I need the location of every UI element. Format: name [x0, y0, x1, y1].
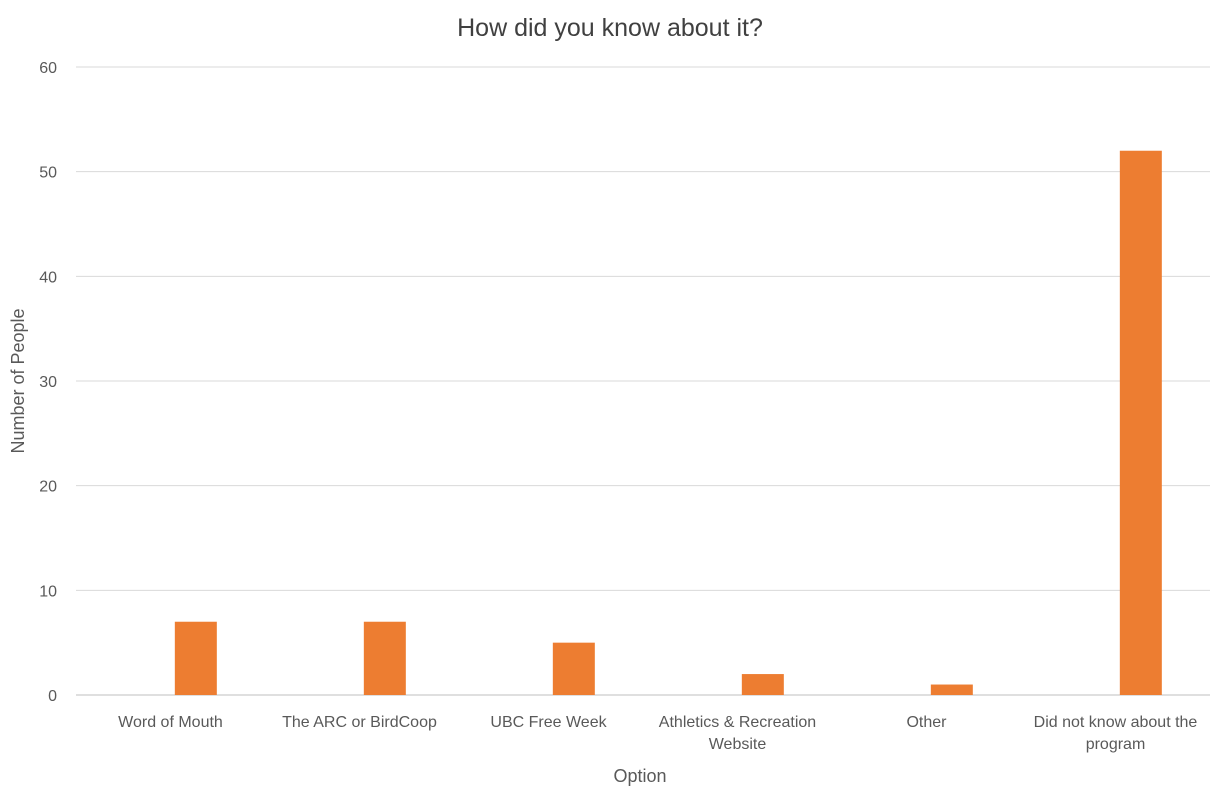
x-category-label: Other: [906, 714, 947, 731]
y-tick-label: 60: [39, 60, 57, 77]
bar: [174, 621, 217, 695]
y-tick-label: 20: [39, 479, 57, 496]
y-axis-ticks: 0 10 20 30 40 50 60: [39, 60, 57, 705]
gridlines: [76, 66, 1210, 696]
bar: [1119, 150, 1162, 695]
x-category-label: Did not know about the program: [1034, 714, 1198, 753]
x-category-label: Word of Mouth: [118, 714, 223, 731]
chart-title: How did you know about it?: [457, 14, 763, 42]
x-category-label: Athletics & Recreation Website: [659, 714, 816, 753]
y-axis-title: Number of People: [8, 308, 28, 453]
bar: [741, 674, 784, 695]
y-tick-label: 30: [39, 374, 57, 391]
y-tick-label: 10: [39, 583, 57, 600]
x-category-label: UBC Free Week: [490, 714, 607, 731]
y-tick-label: 50: [39, 165, 57, 182]
x-axis-categories: Word of Mouth The ARC or BirdCoop UBC Free…: [118, 714, 1197, 753]
x-category-label: The ARC or BirdCoop: [282, 714, 437, 731]
bar: [552, 642, 595, 695]
bars: [174, 150, 1162, 695]
bar: [930, 684, 973, 695]
x-axis-title: Option: [613, 766, 666, 786]
y-tick-label: 40: [39, 269, 57, 286]
y-tick-label: 0: [48, 688, 57, 705]
bar: [363, 621, 406, 695]
